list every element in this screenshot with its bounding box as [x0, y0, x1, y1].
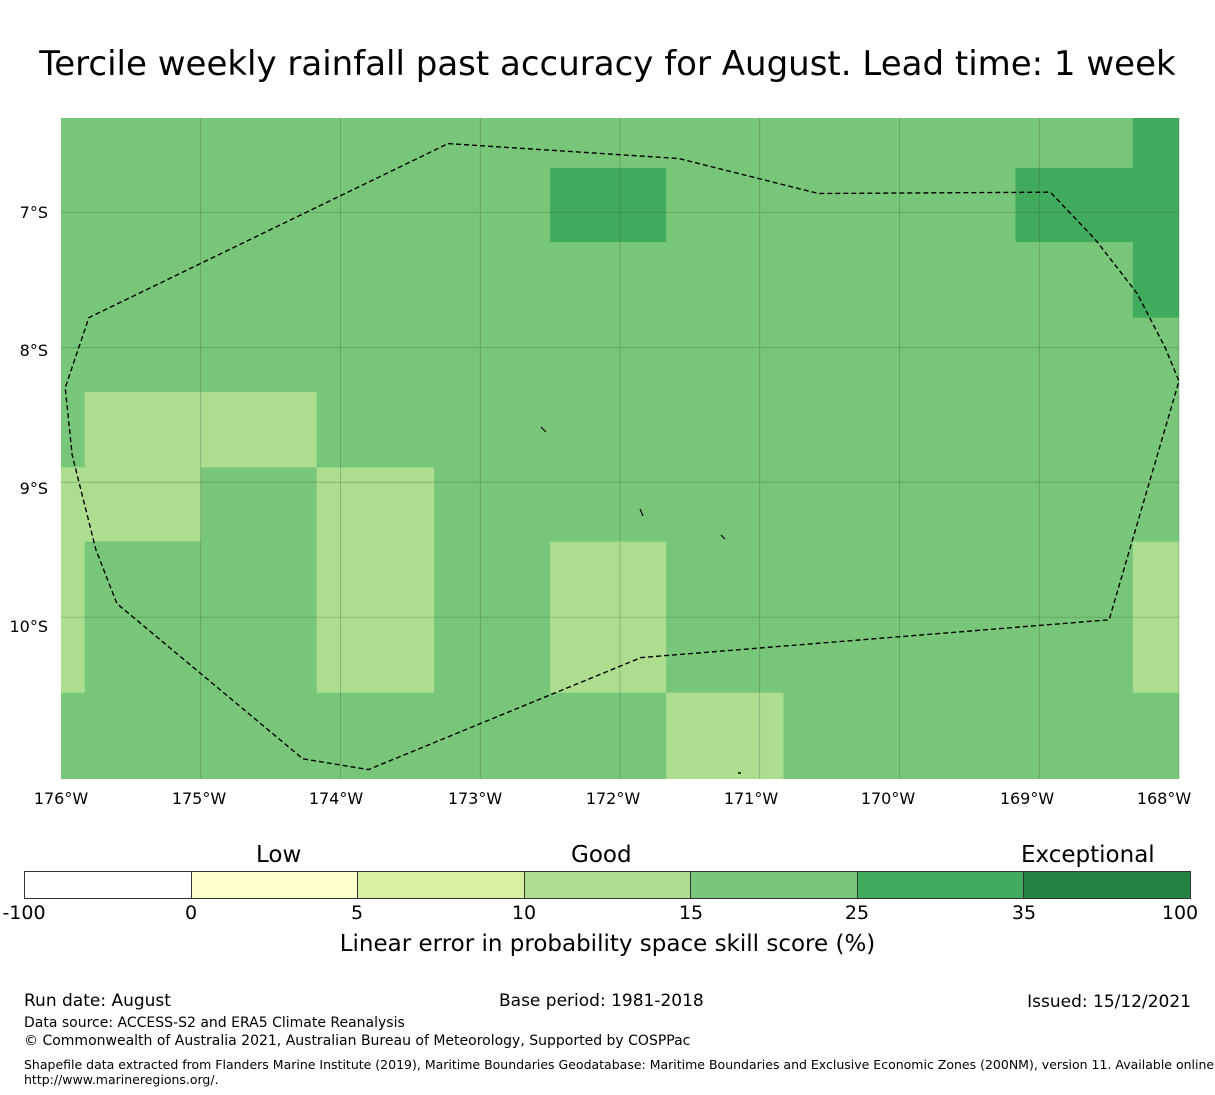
- islands: [540, 426, 741, 774]
- island-nukunonu: [639, 508, 644, 517]
- colorbar-tick: -100: [2, 902, 46, 924]
- colorbar-tick: 0: [184, 902, 198, 924]
- colorbar-segment: [857, 872, 1025, 898]
- shapefile-credit: Shapefile data extracted from Flanders M…: [24, 1057, 1215, 1072]
- colorbar-category-low: Low: [256, 842, 302, 868]
- skill-cell: [666, 692, 784, 779]
- lon-label-169w: 169°W: [999, 789, 1055, 808]
- graticule: [61, 118, 1180, 779]
- lon-label-168w: 168°W: [1136, 789, 1192, 808]
- lat-label-10s: 10°S: [9, 617, 48, 636]
- colorbar-title: Linear error in probability space skill …: [339, 931, 876, 957]
- shapefile-url: http://www.marineregions.org/.: [24, 1072, 219, 1087]
- colorbar-tick: 10: [511, 902, 537, 924]
- island-fakaofo: [720, 534, 726, 540]
- colorbar-segment: [1024, 872, 1191, 898]
- colorbar: [24, 871, 1191, 899]
- colorbar-tick: 35: [1011, 902, 1037, 924]
- skill-cell: [1015, 167, 1133, 243]
- lat-label-9s: 9°S: [19, 479, 48, 498]
- colorbar-segment: [25, 872, 192, 898]
- data-source: Data source: ACCESS-S2 and ERA5 Climate …: [24, 1015, 405, 1031]
- island-atafu: [540, 426, 547, 433]
- colorbar-category-exceptional: Exceptional: [1021, 842, 1155, 868]
- lat-label-8s: 8°S: [19, 341, 48, 360]
- skill-cell: [550, 167, 667, 243]
- run-date: Run date: August: [24, 991, 171, 1011]
- skill-cell: [1132, 118, 1179, 318]
- lat-label-7s: 7°S: [19, 203, 48, 222]
- skill-cell: [61, 467, 201, 542]
- lon-label-171w: 171°W: [723, 789, 779, 808]
- lon-label-176w: 176°W: [33, 789, 89, 808]
- colorbar-category-good: Good: [571, 842, 632, 868]
- colorbar-tick: 100: [1161, 902, 1199, 924]
- map-title: Tercile weekly rainfall past accuracy fo…: [39, 44, 1176, 84]
- colorbar-tick: 15: [678, 902, 704, 924]
- colorbar-tick: 5: [350, 902, 364, 924]
- base-period: Base period: 1981-2018: [499, 991, 704, 1011]
- issued-date: Issued: 15/12/2021: [1027, 992, 1191, 1012]
- skill-cell: [316, 467, 435, 693]
- lon-label-172w: 172°W: [585, 789, 641, 808]
- lon-label-174w: 174°W: [308, 789, 364, 808]
- colorbar-tick: 25: [844, 902, 870, 924]
- colorbar-segment: [524, 872, 692, 898]
- lon-label-175w: 175°W: [171, 789, 227, 808]
- lon-label-173w: 173°W: [447, 789, 503, 808]
- eez-boundary: [64, 142, 1180, 771]
- colorbar-segment: [691, 872, 858, 898]
- copyright: © Commonwealth of Australia 2021, Austra…: [24, 1033, 691, 1049]
- lon-label-170w: 170°W: [860, 789, 916, 808]
- colorbar-segment: [358, 872, 525, 898]
- colorbar-segment: [191, 872, 359, 898]
